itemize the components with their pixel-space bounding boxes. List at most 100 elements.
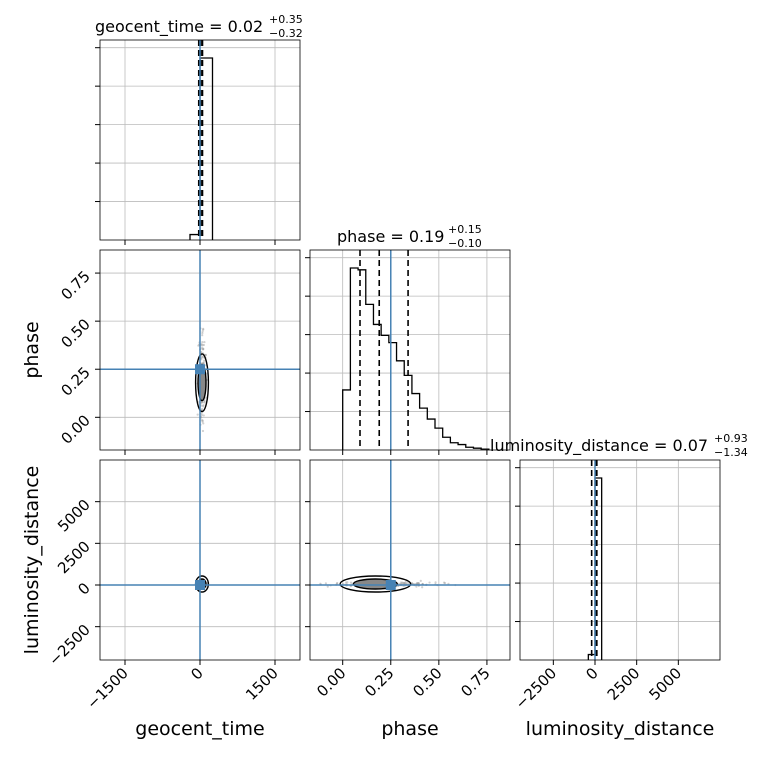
sample-point: [200, 418, 203, 422]
panel-luminosity_distance-vs-luminosity_distance: −2500 0 2500 5000: [512, 459, 721, 713]
sample-point: [200, 350, 203, 354]
y-tick-label: 0: [74, 579, 93, 598]
sample-point: [201, 401, 204, 404]
truth-marker: [385, 580, 396, 590]
y-tick-label: −2500: [45, 621, 94, 670]
sample-point: [421, 586, 424, 589]
sample-point: [415, 585, 418, 588]
panel-frame: [99, 459, 301, 661]
sample-point: [200, 344, 203, 347]
y-tick-label: 0.25: [57, 363, 93, 399]
title-luminosity-distance: luminosity_distance = 0.07: [490, 436, 708, 456]
sample-point: [405, 582, 408, 585]
sample-point: [442, 581, 446, 584]
sample-point: [203, 401, 206, 404]
title-geocent-time-plus: +0.35: [269, 13, 303, 26]
x-tick-label: 0.00: [313, 664, 349, 700]
y-tick-label: 0.50: [57, 315, 93, 351]
sample-point: [403, 581, 406, 585]
sample-point: [196, 413, 199, 416]
sample-point: [202, 405, 205, 408]
x-tick-label: 2500: [604, 664, 644, 704]
x-tick-label: 0.25: [361, 664, 397, 700]
x-tick-label: 0: [187, 664, 206, 683]
x-tick-label: −2500: [512, 664, 561, 713]
panel-frame: [99, 39, 301, 241]
title-luminosity-distance-minus: −1.34: [714, 446, 748, 459]
sample-point: [202, 343, 206, 347]
contour-outer: [339, 575, 412, 593]
panel-frame: [519, 459, 721, 661]
truth-marker: [195, 580, 205, 590]
sample-point: [201, 334, 204, 337]
sample-point: [200, 358, 203, 361]
sample-point: [202, 327, 205, 330]
sample-point: [202, 361, 205, 364]
sample-point: [336, 582, 339, 585]
sample-point: [324, 582, 327, 585]
sample-point: [201, 356, 204, 359]
panel-frame: [309, 459, 511, 661]
x-tick-label: 0: [582, 664, 601, 683]
sample-point: [200, 413, 203, 417]
sample-point: [201, 343, 204, 347]
sample-point: [201, 330, 204, 333]
title-phase-plus: +0.15: [448, 223, 482, 236]
sample-point: [202, 328, 205, 331]
sample-point: [202, 347, 205, 351]
sample-point: [202, 404, 205, 407]
x-tick-label: 5000: [645, 664, 685, 704]
x-tick-label: 1500: [242, 664, 282, 704]
x-tick-label: −1500: [83, 664, 132, 713]
sample-point: [335, 582, 339, 585]
x-tick-label: 0.50: [409, 664, 445, 700]
sample-point: [346, 581, 349, 584]
sample-point: [200, 407, 204, 411]
sample-point: [349, 581, 353, 584]
x-axis-label-phase: phase: [381, 718, 438, 740]
sample-point: [201, 348, 205, 351]
sample-point: [197, 344, 200, 347]
sample-point: [415, 581, 419, 585]
truth-marker: [195, 364, 205, 375]
sample-point: [203, 400, 206, 403]
sample-point: [443, 582, 447, 585]
histogram-phase: [342, 267, 490, 450]
sample-point: [201, 346, 204, 349]
sample-point: [417, 582, 420, 585]
y-tick-label: 0.00: [57, 411, 93, 447]
sample-point: [201, 355, 204, 358]
sample-point: [401, 581, 404, 584]
x-tick-label: 0.75: [457, 664, 493, 700]
sample-point: [201, 420, 204, 423]
title-phase-minus: −0.10: [448, 237, 482, 250]
title-geocent-time-minus: −0.32: [269, 27, 303, 40]
sample-point: [202, 347, 205, 351]
sample-point: [344, 581, 348, 584]
y-axis-label-phase: phase: [21, 321, 43, 378]
title-luminosity-distance-plus: +0.93: [714, 432, 748, 445]
sample-point: [434, 581, 437, 584]
sample-point: [401, 581, 404, 584]
sample-point: [201, 332, 204, 335]
sample-point: [403, 582, 406, 585]
sample-point: [411, 582, 414, 585]
x-axis-label-geocent-time: geocent_time: [135, 718, 264, 740]
y-axis-label-luminosity-distance: luminosity_distance: [21, 466, 43, 655]
panel-luminosity_distance-vs-phase: 0.00 0.25 0.50 0.75: [305, 459, 511, 700]
sample-point: [428, 581, 431, 584]
sample-point: [399, 581, 403, 584]
sample-point: [404, 580, 407, 584]
sample-point: [200, 404, 203, 407]
panel-phase-vs-phase: [305, 249, 511, 455]
sample-point: [202, 422, 205, 425]
panel-geocent_time-vs-geocent_time: [95, 39, 301, 245]
sample-point: [403, 581, 406, 585]
title-geocent-time: geocent_time = 0.02: [95, 17, 263, 37]
sample-point: [201, 419, 204, 422]
y-tick-label: 0.75: [57, 267, 93, 303]
panel-phase-vs-geocent_time: 0.00 0.25 0.50 0.75: [57, 249, 301, 455]
x-axis-label-luminosity-distance: luminosity_distance: [526, 718, 715, 740]
